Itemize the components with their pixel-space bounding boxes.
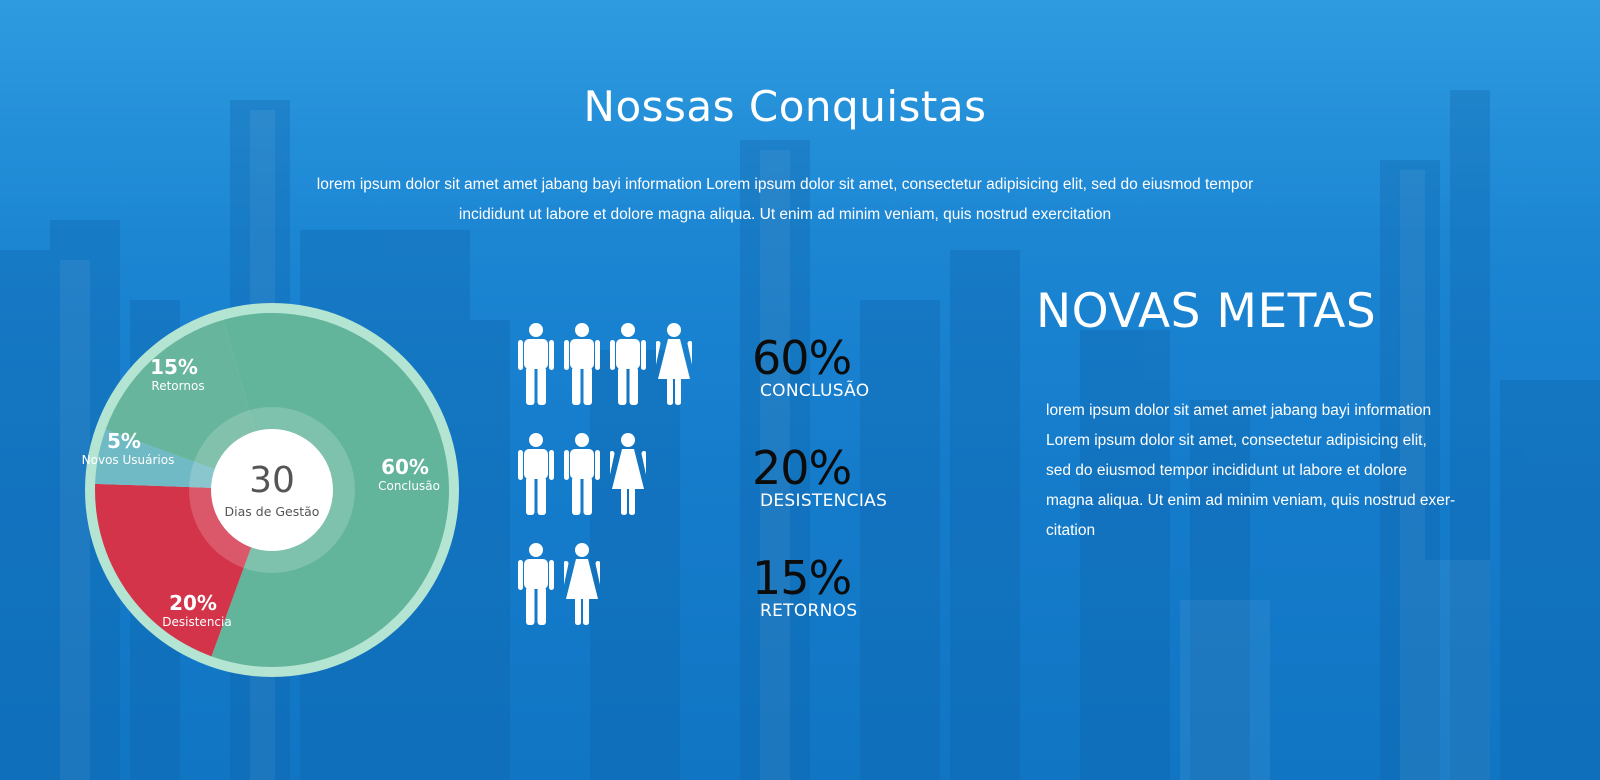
male-person-icon (518, 323, 554, 405)
stat-label: CONCLUSÃO (760, 381, 870, 401)
male-person-icon (518, 543, 554, 625)
page-title: Nossas Conquistas (583, 82, 987, 131)
pie-slice-value-label: 5% (107, 429, 141, 453)
stat-retornos: 15% RETORNOS (752, 555, 857, 621)
people-icon-row (518, 543, 605, 625)
female-person-icon (559, 543, 605, 625)
male-person-icon (518, 433, 554, 515)
male-person-icon (610, 323, 646, 405)
stat-label: RETORNOS (760, 601, 858, 621)
goals-title: NOVAS METAS (1036, 284, 1377, 339)
donut-center-label: Dias de Gestão (225, 504, 320, 519)
donut-center (211, 429, 333, 551)
goals-line: magna aliqua. Ut enim ad minim veniam, q… (1046, 492, 1456, 509)
male-person-icon (564, 433, 600, 515)
intro-line: lorem ipsum dolor sit amet amet jabang b… (316, 176, 1254, 193)
stat-value: 20% (752, 441, 852, 495)
stat-value: 60% (752, 331, 852, 385)
intro-line: incididunt ut labore et dolore magna ali… (458, 206, 1112, 223)
goals-line: citation (1046, 522, 1096, 539)
pie-slice-name-label: Retornos (151, 379, 204, 393)
pie-slice-value-label: 20% (169, 591, 217, 615)
intro-text: lorem ipsum dolor sit amet amet jabang b… (265, 170, 1305, 230)
pie-slice-name-label: Desistencia (162, 615, 231, 629)
goals-text: lorem ipsum dolor sit amet amet jabang b… (1046, 396, 1496, 546)
people-icon-row (518, 323, 697, 405)
stat-value: 15% (752, 551, 852, 605)
donut-chart: 30 Dias de Gestão 60%Conclusão 20%Desistenc… (82, 303, 459, 677)
goals-line: lorem ipsum dolor sit amet amet jabang b… (1046, 402, 1432, 419)
stat-desistencias: 20% DESISTENCIAS (752, 445, 887, 511)
male-person-icon (564, 323, 600, 405)
stat-label: DESISTENCIAS (760, 491, 888, 511)
female-person-icon (651, 323, 697, 405)
pie-slice-value-label: 15% (150, 355, 198, 379)
pie-slice-name-label: Conclusão (378, 479, 440, 493)
female-person-icon (605, 433, 651, 515)
donut-center-value: 30 (249, 460, 295, 501)
goals-line: Lorem ipsum dolor sit amet, consectetur … (1046, 432, 1427, 449)
stat-conclusao: 60% CONCLUSÃO (752, 335, 869, 401)
goals-line: sed do eiusmod tempor incididunt ut labo… (1046, 462, 1408, 479)
pie-slice-value-label: 60% (381, 455, 429, 479)
people-icon-row (518, 433, 651, 515)
pie-slice-name-label: Novos Usuários (82, 453, 174, 467)
